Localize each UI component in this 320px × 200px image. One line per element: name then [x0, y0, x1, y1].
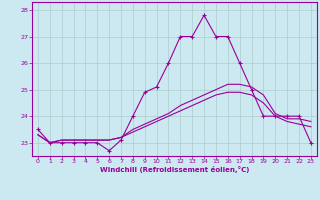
X-axis label: Windchill (Refroidissement éolien,°C): Windchill (Refroidissement éolien,°C) — [100, 166, 249, 173]
